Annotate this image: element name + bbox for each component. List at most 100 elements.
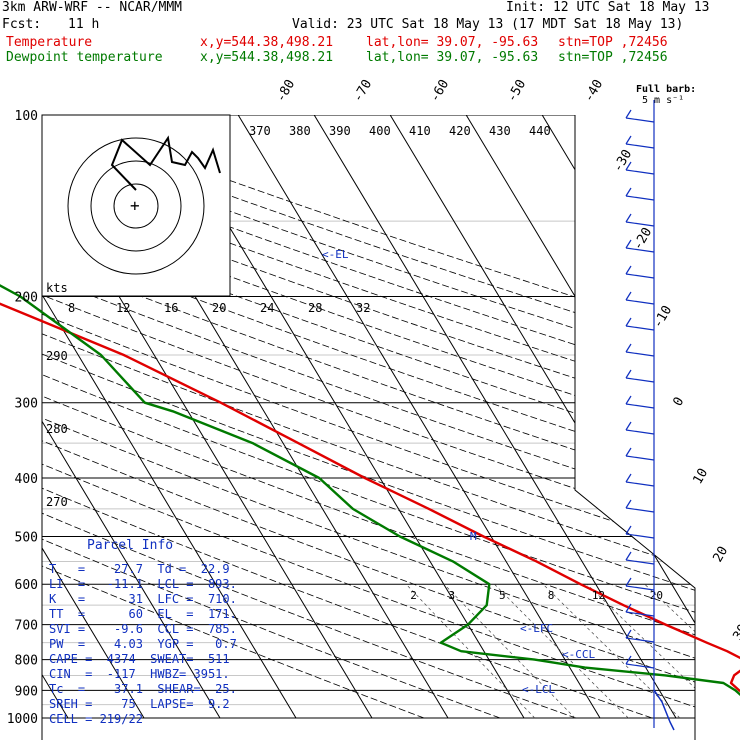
hodograph-ring	[90, 160, 182, 252]
wind-barb-flag	[625, 603, 632, 613]
dry-adiabat-line	[42, 115, 695, 719]
wind-barb-flag	[625, 369, 632, 379]
pressure-tick-label: 1000	[7, 712, 38, 727]
hodograph-speed-label: 32	[356, 301, 370, 315]
legend-dewpoint-latlon: lat,lon= 39.07, -95.63	[366, 50, 539, 65]
pressure-tick-label: 500	[15, 530, 38, 545]
pressure-tick-label: 100	[15, 109, 38, 124]
parcel-info-panel: Parcel Info T = 27.7 Td = 22.9 LI = -11.…	[43, 538, 237, 728]
level-annotation: <-EL	[322, 248, 349, 261]
parcel-info-title: Parcel Info	[87, 538, 174, 553]
hodograph-speed-label: 8	[68, 301, 75, 315]
forecast-hours: 11 h	[68, 17, 100, 32]
wind-barb-flag	[625, 395, 632, 405]
mixing-ratio-line	[405, 583, 536, 719]
mixing-ratio-label: 12	[592, 589, 605, 602]
isotherm-top-label: -50	[504, 77, 529, 105]
dry-adiabat-line	[42, 115, 695, 719]
legend-temperature-xy: x,y=544.38,498.21	[200, 35, 334, 50]
plot-frame-edge	[574, 115, 696, 740]
theta-label: 420	[449, 124, 471, 138]
dry-adiabat-line	[42, 115, 695, 719]
theta-label-lower: 280	[46, 422, 68, 436]
level-annotation: <-LCL	[522, 683, 555, 696]
pressure-tick-label: 300	[15, 397, 38, 412]
dewpoint-profile	[0, 284, 740, 697]
isotherm-top-label: -80	[273, 77, 298, 105]
dry-adiabat-line	[42, 115, 695, 719]
pressure-tick-label: 800	[15, 654, 38, 669]
legend-temperature-latlon: lat,lon= 39.07, -95.63	[366, 35, 539, 50]
isotherm-line	[237, 115, 601, 719]
isotherm-line	[541, 115, 695, 719]
legend-dewpoint-xy: x,y=544.38,498.21	[200, 50, 334, 65]
legend-dewpoint-stn: stn=TOP ,72456	[558, 50, 668, 65]
wind-barb-flag	[625, 291, 632, 301]
dry-adiabat-line	[42, 115, 695, 719]
level-annotation: <-CCL	[562, 648, 595, 661]
hodograph-trace	[110, 135, 221, 191]
mixing-ratio-label: 3	[448, 589, 455, 602]
wind-barb-flag	[625, 499, 632, 509]
dry-adiabat-line	[42, 115, 695, 719]
wind-barb	[625, 611, 655, 617]
mixing-ratio-line	[644, 583, 695, 719]
mixing-ratio-label: 5	[499, 589, 506, 602]
wind-barb-flag	[625, 265, 632, 275]
dry-adiabat-line	[42, 115, 695, 719]
isotherm-line	[617, 115, 695, 719]
isotherm-label: 10	[690, 466, 711, 487]
wind-barb	[625, 169, 655, 175]
mixing-ratio-line	[494, 583, 629, 719]
wind-barb	[625, 559, 655, 565]
wind-barb	[625, 637, 655, 643]
parcel-row: CIN = -117 HWBZ= 3951.	[49, 667, 230, 681]
hodograph-speed-label: 20	[212, 301, 226, 315]
wind-barb	[625, 377, 655, 383]
dry-adiabat-line	[42, 115, 695, 719]
mixing-ratio-label: 20	[650, 589, 663, 602]
mixing-ratio-line	[443, 583, 576, 719]
parcel-row: CELL = 219/22	[49, 712, 143, 726]
theta-label-lower: 270	[46, 495, 68, 509]
hodograph-speed-label: 12	[116, 301, 130, 315]
legend-temperature-label: Temperature	[6, 35, 93, 50]
barb-note-line2: 5 m s⁻¹	[642, 95, 685, 106]
wind-barb	[625, 247, 655, 253]
wind-barb-flag	[625, 551, 632, 561]
level-annotation: M	[470, 530, 477, 543]
mixing-ratio-label: 2	[410, 589, 417, 602]
level-annotation: <-LFC	[520, 622, 553, 635]
hodograph-speed-label: 16	[164, 301, 178, 315]
wind-barb	[625, 455, 655, 461]
hodograph-center: +	[130, 196, 140, 215]
theta-label: 400	[369, 124, 391, 138]
theta-label: 410	[409, 124, 431, 138]
wind-barb	[625, 299, 655, 305]
dry-adiabat-line	[42, 115, 695, 719]
legend-dewpoint-label: Dewpoint temperature	[6, 50, 163, 65]
pressure-tick-label: 700	[15, 619, 38, 634]
dry-adiabat-line	[42, 115, 577, 719]
barb-note-line1: Full barb:	[636, 84, 697, 95]
wind-barb	[625, 143, 655, 149]
wind-barb-flag	[625, 629, 632, 639]
wind-barb-flag	[625, 577, 632, 587]
wind-barb-flag	[625, 213, 632, 223]
valid-time: Valid: 23 UTC Sat 18 May 13 (17 MDT Sat …	[292, 17, 684, 32]
parcel-row: T = 27.7 Td = 22.9	[49, 562, 230, 576]
hodograph-box	[41, 114, 231, 297]
wind-barb-flag	[625, 655, 632, 665]
parcel-row: TT = 60 EL = 171.	[49, 607, 237, 621]
theta-label: 430	[489, 124, 511, 138]
forecast-label: Fcst:	[2, 17, 42, 32]
wind-barb-flag	[625, 447, 632, 457]
legend-temperature-stn: stn=TOP ,72456	[558, 35, 668, 50]
parcel-row: PW = 4.03 YGP = 0.7	[49, 637, 237, 651]
isotherm-line	[389, 115, 695, 719]
dry-adiabat-line	[42, 115, 695, 719]
hodograph-ring	[113, 183, 159, 229]
wind-barb	[625, 663, 655, 669]
dry-adiabat-line	[42, 115, 653, 719]
wind-barb	[625, 117, 655, 123]
